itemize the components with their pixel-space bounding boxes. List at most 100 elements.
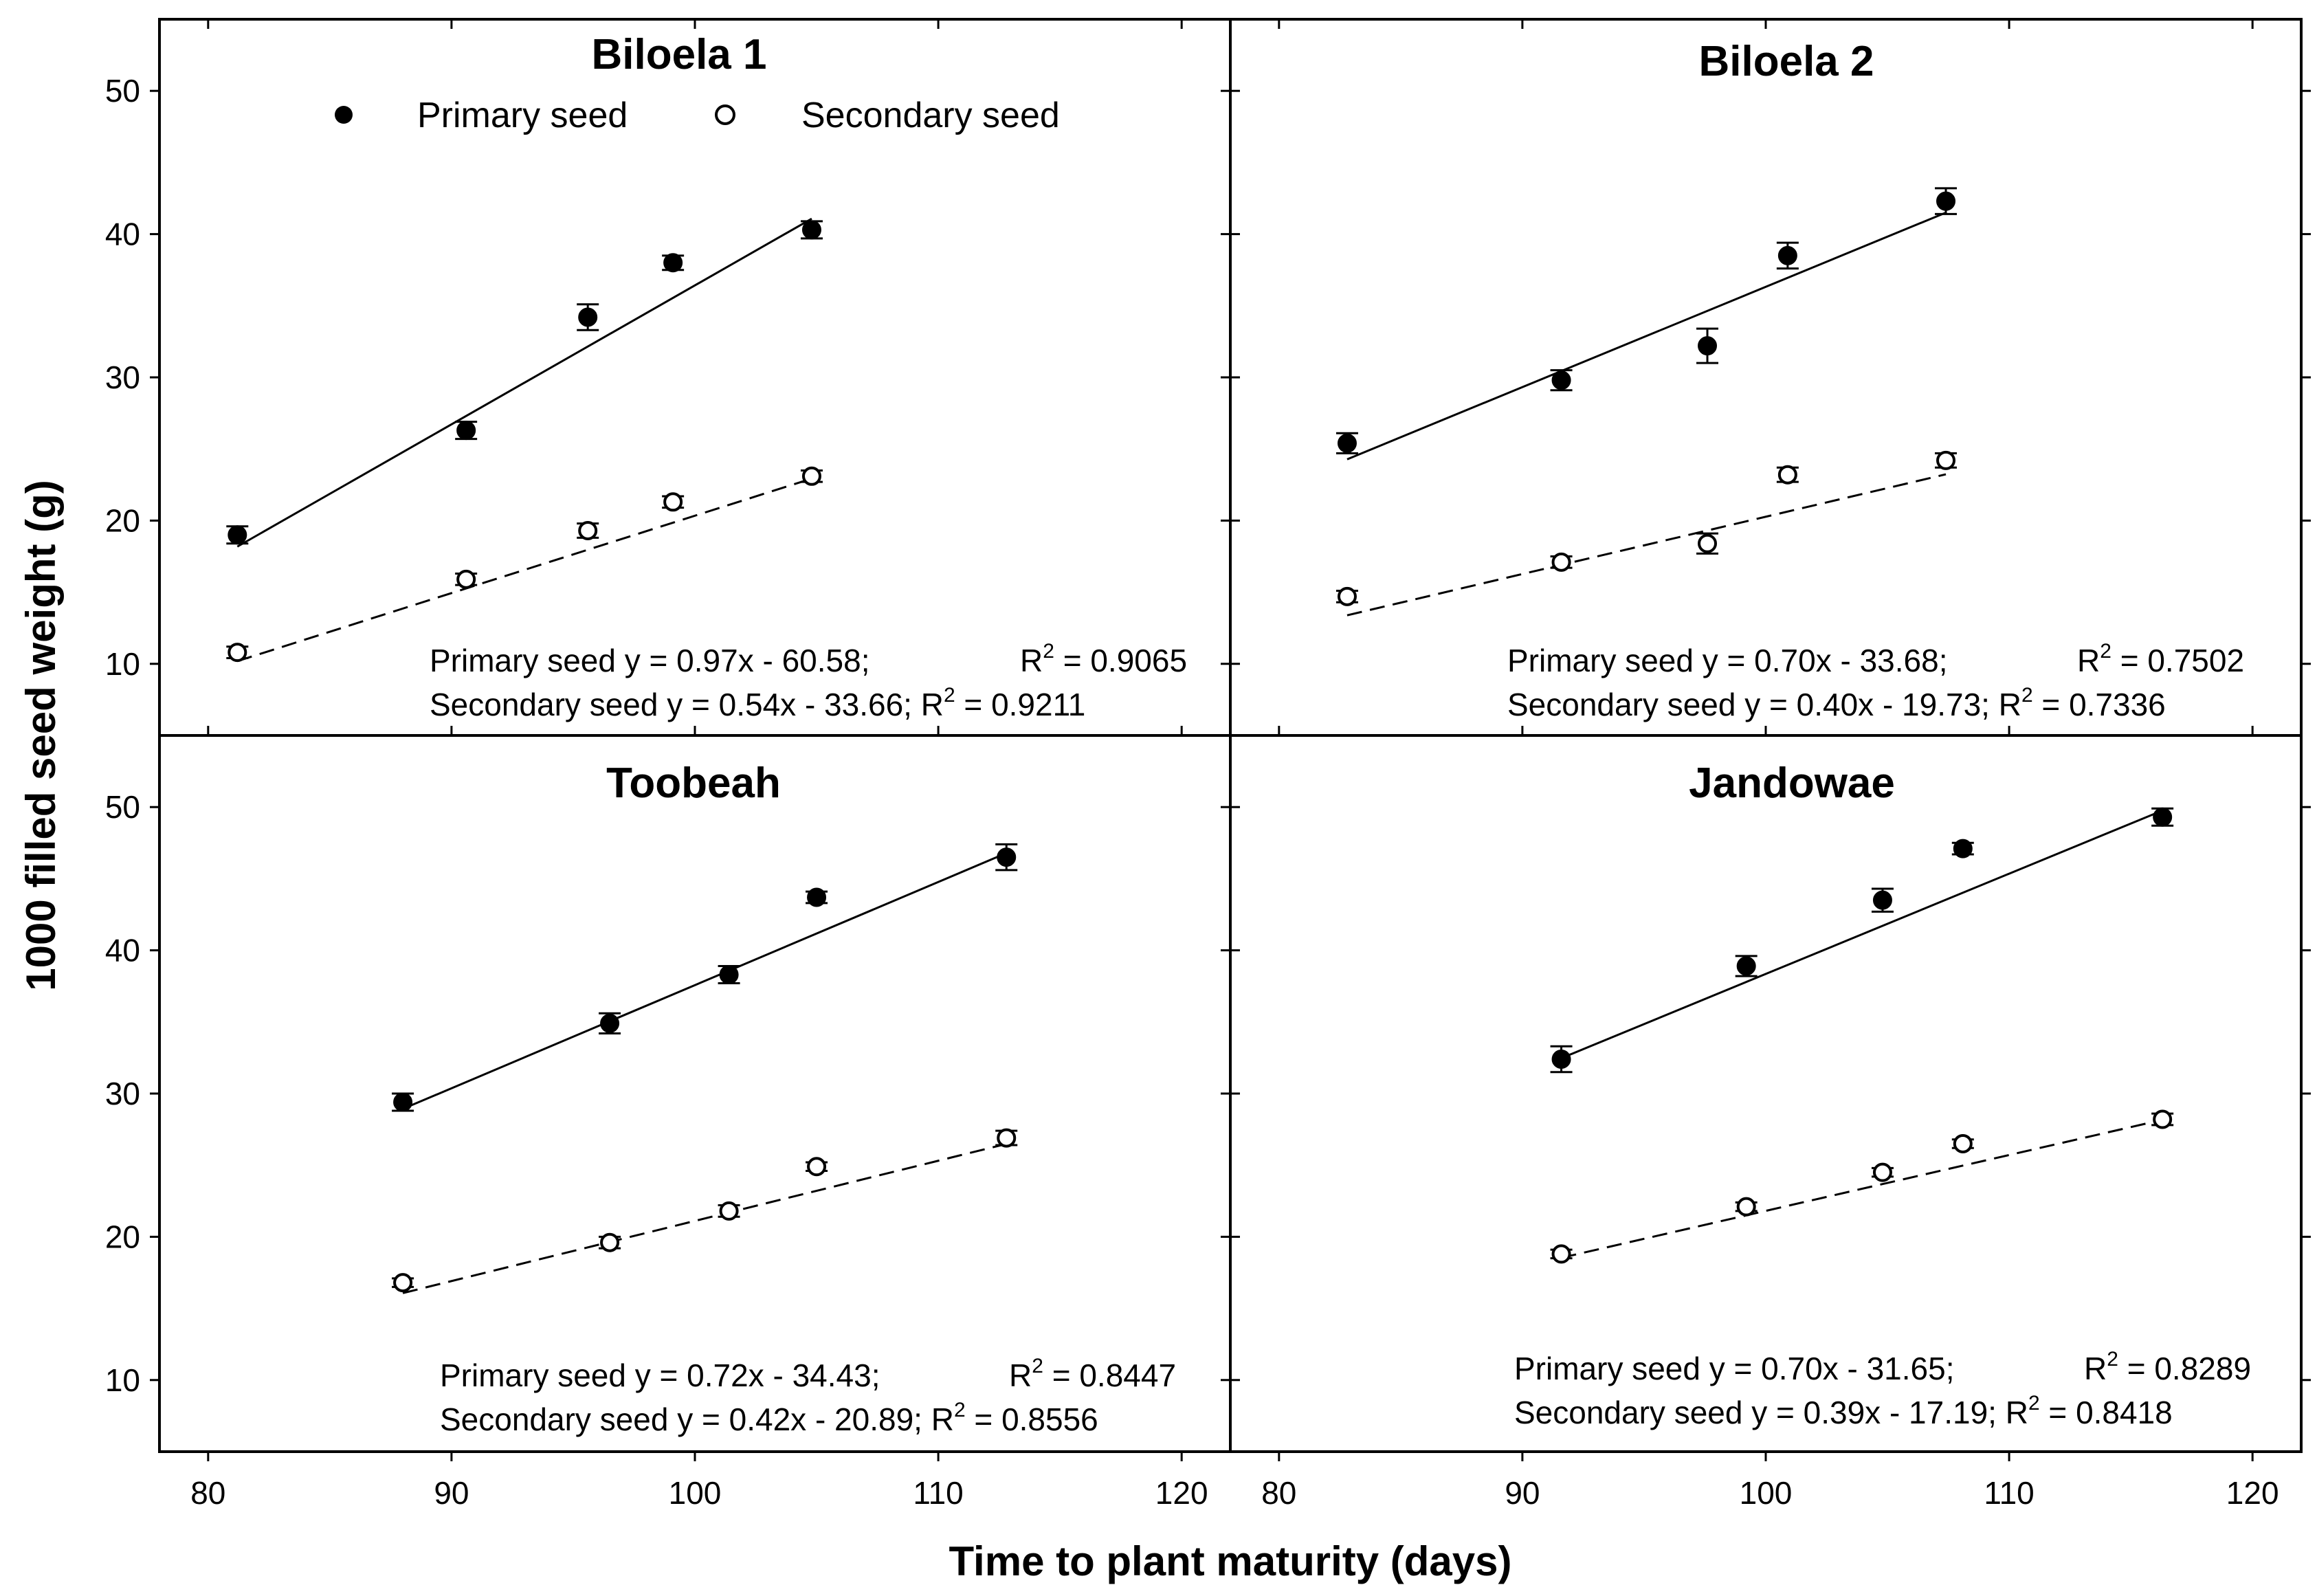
y-tick-label: 30 [105, 1076, 140, 1111]
legend-primary-label: Primary seed [417, 96, 628, 135]
data-point-secondary [2153, 1109, 2173, 1129]
panel-frame-bottom-right [1229, 734, 2303, 1453]
fit-line-secondary [1561, 1118, 2163, 1259]
data-point-primary [663, 253, 683, 273]
eq-primary-r2-biloela-1: R2 = 0.9065 [1020, 640, 1187, 678]
data-point-primary [1936, 191, 1956, 211]
x-tick-label: 120 [2226, 1475, 2279, 1511]
data-point-primary [1777, 245, 1797, 265]
r-letter: R [2077, 643, 2100, 678]
data-point-secondary [393, 1273, 413, 1293]
data-point-primary [578, 307, 598, 327]
data-point-primary [807, 887, 827, 907]
eq-secondary-text: Secondary seed y = 0.42x - 20.89; R [440, 1401, 954, 1437]
data-point-primary [997, 847, 1017, 867]
legend-secondary-marker [715, 104, 735, 125]
r-letter: R [1020, 643, 1043, 678]
data-point-secondary [1551, 552, 1571, 572]
eq-primary-r2-biloela-2: R2 = 0.7502 [2077, 640, 2244, 678]
fit-line-primary [236, 217, 812, 548]
data-point-secondary [1698, 533, 1718, 553]
plot-layer [226, 187, 2174, 1294]
panel-4-plot [1550, 807, 2174, 1264]
r-letter: R [1009, 1357, 1032, 1393]
r2-value: = 0.8418 [2040, 1395, 2173, 1430]
panel-title-jandowae: Jandowae [1689, 760, 1895, 807]
data-point-secondary [663, 492, 683, 512]
data-point-secondary [1936, 450, 1956, 470]
y-tick-label: 50 [105, 789, 140, 825]
data-point-secondary [1551, 1244, 1571, 1264]
fit-line-primary [1346, 211, 1947, 461]
axis-layer: 10 20 30 40 50 10 20 30 40 50 80 90 100 110 120 80 90 100… [105, 19, 2311, 1511]
data-point-primary [393, 1092, 413, 1112]
y-tick-label: 20 [105, 502, 140, 538]
data-point-secondary [1953, 1133, 1973, 1153]
data-point-primary [1872, 890, 1892, 910]
panel-1-plot [226, 217, 823, 663]
r-superscript: 2 [944, 684, 955, 707]
y-tick-label: 40 [105, 933, 140, 968]
r-superscript: 2 [2028, 1392, 2040, 1415]
equations-biloela-1: Primary seed y = 0.97x - 60.58; R2 = 0.9… [430, 640, 1187, 722]
legend-secondary-label: Secondary seed [801, 96, 1060, 135]
x-tick-label: 90 [1505, 1475, 1540, 1511]
fit-line-secondary [236, 477, 812, 663]
data-point-primary [801, 220, 821, 240]
x-tick-label: 80 [190, 1475, 225, 1511]
data-point-secondary [997, 1128, 1017, 1148]
panel-frame-top-left [158, 18, 1232, 737]
data-point-primary [456, 421, 476, 441]
fit-line-secondary [1346, 473, 1947, 617]
y-tick-label: 30 [105, 359, 140, 395]
x-axis-title: Time to plant maturity (days) [949, 1538, 1511, 1584]
x-tick-label: 120 [1155, 1475, 1208, 1511]
panel-3-plot [392, 843, 1018, 1294]
eq-secondary-text: Secondary seed y = 0.40x - 19.73; R [1507, 687, 2021, 722]
fit-line-secondary [402, 1142, 1007, 1294]
r2-value: = 0.8556 [966, 1401, 1098, 1437]
r-superscript: 2 [2021, 684, 2033, 707]
eq-primary-biloela-1: Primary seed y = 0.97x - 60.58; [430, 643, 869, 678]
x-tick-label: 110 [1984, 1475, 2034, 1511]
y-tick-label: 10 [105, 1362, 140, 1398]
data-point-primary [600, 1013, 620, 1033]
legend: Primary seed Secondary seed [335, 96, 1060, 135]
data-point-primary [1953, 839, 1973, 858]
x-tick-label: 100 [1740, 1475, 1793, 1511]
r-superscript: 2 [2100, 640, 2111, 663]
y-tick-label: 10 [105, 646, 140, 682]
equations-jandowae: Primary seed y = 0.70x - 31.65; R2 = 0.8… [1514, 1348, 2251, 1430]
data-point-primary [2153, 807, 2173, 827]
legend-primary-marker [335, 106, 353, 124]
panel-title-biloela-1: Biloela 1 [592, 31, 767, 78]
panel-title-toobeah: Toobeah [606, 760, 781, 807]
data-point-secondary [1337, 586, 1357, 606]
r2-value: = 0.8289 [2118, 1351, 2251, 1386]
x-tick-label: 100 [669, 1475, 722, 1511]
data-point-secondary [719, 1201, 739, 1221]
x-tick-label: 80 [1261, 1475, 1296, 1511]
data-point-secondary [801, 466, 821, 486]
panel-title-biloela-2: Biloela 2 [1699, 38, 1874, 85]
data-point-primary [1736, 956, 1756, 976]
equations-toobeah: Primary seed y = 0.72x - 34.43; R2 = 0.8… [440, 1355, 1176, 1437]
eq-secondary-biloela-1: Secondary seed y = 0.54x - 33.66; R2 = 0… [430, 684, 1085, 722]
x-tick-label: 110 [913, 1475, 963, 1511]
data-point-primary [228, 525, 247, 545]
eq-primary-r2-jandowae: R2 = 0.8289 [2084, 1348, 2251, 1386]
r2-value: = 0.9211 [955, 687, 1086, 722]
r2-value: = 0.8447 [1043, 1357, 1176, 1393]
y-tick-label: 40 [105, 217, 140, 252]
r2-value: = 0.7502 [2111, 643, 2244, 678]
y-tick-label: 50 [105, 73, 140, 109]
data-point-secondary [600, 1232, 620, 1252]
data-point-primary [1551, 1049, 1571, 1069]
data-point-secondary [807, 1157, 827, 1177]
eq-primary-toobeah: Primary seed y = 0.72x - 34.43; [440, 1357, 880, 1393]
r-superscript: 2 [2107, 1348, 2118, 1371]
r-superscript: 2 [954, 1399, 966, 1421]
data-point-primary [719, 965, 739, 985]
eq-primary-r2-toobeah: R2 = 0.8447 [1009, 1355, 1176, 1393]
eq-secondary-text: Secondary seed y = 0.54x - 33.66; R [430, 687, 944, 722]
